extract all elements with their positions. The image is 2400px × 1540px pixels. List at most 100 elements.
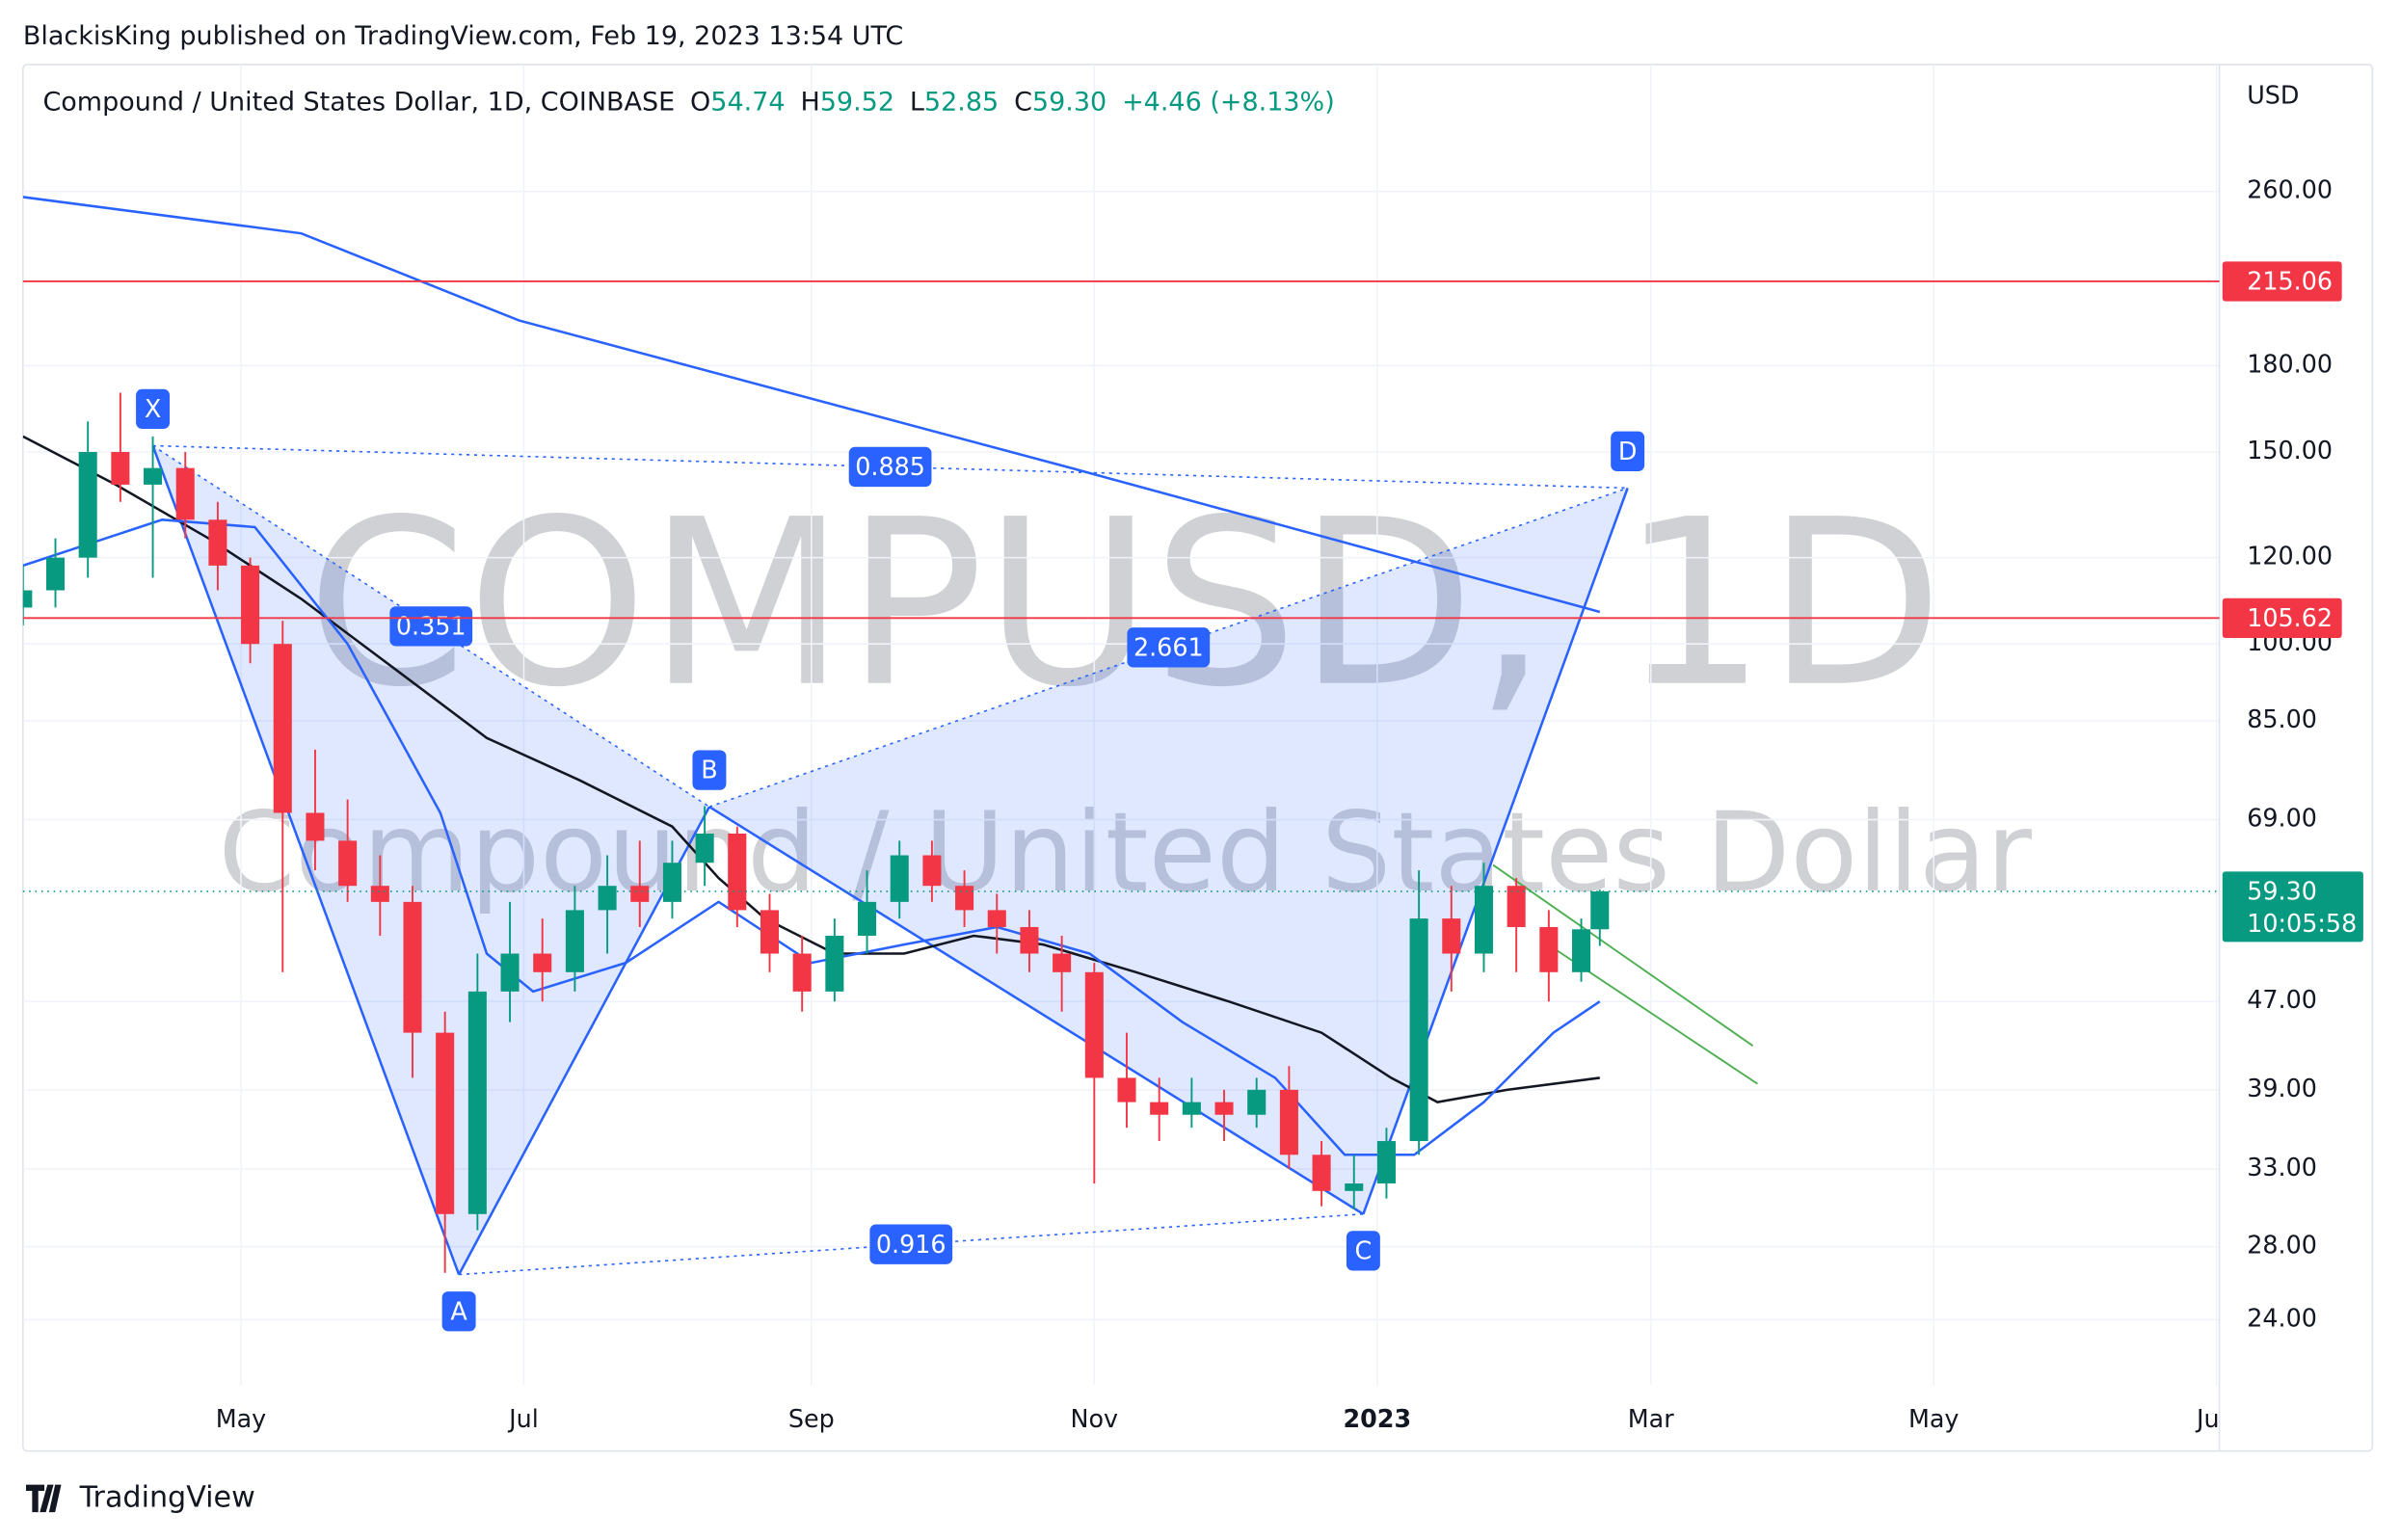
- candle-body: [111, 451, 130, 485]
- publisher: BlackisKing published on TradingView.com…: [23, 21, 903, 51]
- pattern-point-box: [692, 750, 727, 790]
- pattern-point-box: [136, 388, 171, 430]
- candle-body: [436, 1032, 455, 1214]
- pattern-leg: [151, 445, 461, 1276]
- candle-body: [662, 863, 681, 902]
- pattern-point-label: X: [145, 394, 161, 423]
- candle-body: [1507, 886, 1526, 927]
- candle-body: [306, 812, 325, 841]
- candle-body: [1442, 918, 1461, 954]
- candle-body: [175, 467, 195, 520]
- candle-body: [792, 953, 812, 992]
- candle-body: [467, 991, 487, 1214]
- candle-body: [695, 833, 714, 863]
- ratio-box: [389, 606, 473, 647]
- level-label-box: [2222, 597, 2342, 638]
- x-tick-label: May: [1908, 1404, 1960, 1433]
- candle-body: [500, 953, 520, 992]
- ohlc-key: O: [690, 87, 710, 117]
- candle-body: [370, 886, 389, 902]
- ratio-box: [1127, 627, 1211, 668]
- candle-body: [1409, 918, 1428, 1142]
- ratio-box: [848, 446, 932, 488]
- ohlc-key: C: [1014, 87, 1032, 117]
- watermark: Compound / United States Dollar: [218, 788, 2031, 916]
- candle-body: [1590, 890, 1610, 930]
- ohlc-key: L: [910, 87, 924, 117]
- pattern-fill: [708, 488, 1628, 1214]
- x-tick-label: 2023: [1343, 1404, 1411, 1433]
- candle-body: [922, 855, 942, 887]
- candle-body: [1572, 929, 1591, 972]
- y-tick-label: 69.00: [2247, 804, 2317, 833]
- logo: TradingView: [25, 1480, 255, 1514]
- ratio-label: 0.885: [855, 452, 925, 481]
- candle-body: [1084, 971, 1104, 1078]
- ratio-label: 2.661: [1133, 632, 1204, 661]
- candle-body: [338, 840, 358, 887]
- candle-body: [1247, 1089, 1267, 1115]
- pattern-point-label: C: [1355, 1235, 1373, 1264]
- candle-body: [565, 910, 584, 972]
- candle-body: [273, 644, 292, 813]
- y-tick-label: 85.00: [2247, 704, 2317, 733]
- x-tick-label: Mar: [1628, 1404, 1674, 1433]
- pattern-point-box: [1611, 431, 1645, 471]
- ohlc-value: 54.74: [710, 87, 785, 117]
- candle-body: [1345, 1183, 1364, 1191]
- ohlc-value: 59.52: [820, 87, 894, 117]
- y-tick-label: 33.00: [2247, 1153, 2317, 1182]
- y-unit: USD: [2247, 80, 2299, 109]
- trendline: [1492, 863, 1754, 1047]
- watermark: COMPUSD, 1D: [307, 471, 1943, 738]
- y-tick-label: 28.00: [2247, 1231, 2317, 1260]
- x-tick-label: Jul: [507, 1404, 539, 1433]
- candle-body: [22, 590, 33, 608]
- plot-area: COMPUSD, 1D Compound / United States Doll…: [22, 64, 2220, 1386]
- candle-body: [1182, 1102, 1201, 1115]
- pattern-ratio-line: [708, 487, 1628, 808]
- candle-body: [598, 886, 617, 911]
- candle-body: [1053, 953, 1072, 972]
- pattern-fill: [152, 445, 709, 1275]
- y-tick-label: 260.00: [2247, 175, 2333, 204]
- candle-body: [1214, 1102, 1234, 1115]
- candle-body: [45, 557, 66, 591]
- y-tick-label: 24.00: [2247, 1303, 2317, 1332]
- candle-body: [403, 901, 422, 1033]
- y-tick-label: 47.00: [2247, 985, 2317, 1014]
- logo-text: TradingView: [79, 1480, 255, 1514]
- ohlc-value: 59.30: [1032, 87, 1107, 117]
- pattern-leg: [1362, 487, 1629, 1215]
- candle-body: [1376, 1141, 1396, 1184]
- logo-icon: [25, 1484, 62, 1513]
- candle-body: [1539, 926, 1559, 972]
- x-tick-label: May: [216, 1404, 267, 1433]
- candle-body: [858, 901, 877, 936]
- candle-body: [728, 833, 747, 911]
- candle-body: [1117, 1077, 1136, 1102]
- candle-body: [1020, 926, 1039, 954]
- ratio-label: 0.351: [396, 611, 467, 640]
- countdown: 10:05:58: [2247, 909, 2357, 938]
- candle-body: [760, 910, 780, 954]
- candle-body: [825, 935, 844, 992]
- last-price-box: [2222, 871, 2363, 943]
- candle-body: [1312, 1155, 1331, 1191]
- level-label: 105.62: [2247, 603, 2333, 632]
- panel-border: [22, 64, 2374, 1452]
- candle-body: [987, 910, 1006, 927]
- y-tick-label: 180.00: [2247, 349, 2333, 378]
- pattern-leg: [708, 806, 1365, 1215]
- ohlc-value: 52.85: [924, 87, 999, 117]
- candle-body: [630, 886, 650, 902]
- x-tick-label: Nov: [1071, 1404, 1119, 1433]
- candle-body: [208, 519, 227, 566]
- candle-body: [78, 451, 97, 558]
- ratio-label: 0.916: [876, 1230, 947, 1259]
- pattern-point-label: A: [450, 1296, 467, 1325]
- symbol-title: Compound / United States Dollar, 1D, COI…: [42, 87, 675, 117]
- level-label: 215.06: [2247, 267, 2333, 296]
- pattern-point-label: D: [1618, 437, 1638, 465]
